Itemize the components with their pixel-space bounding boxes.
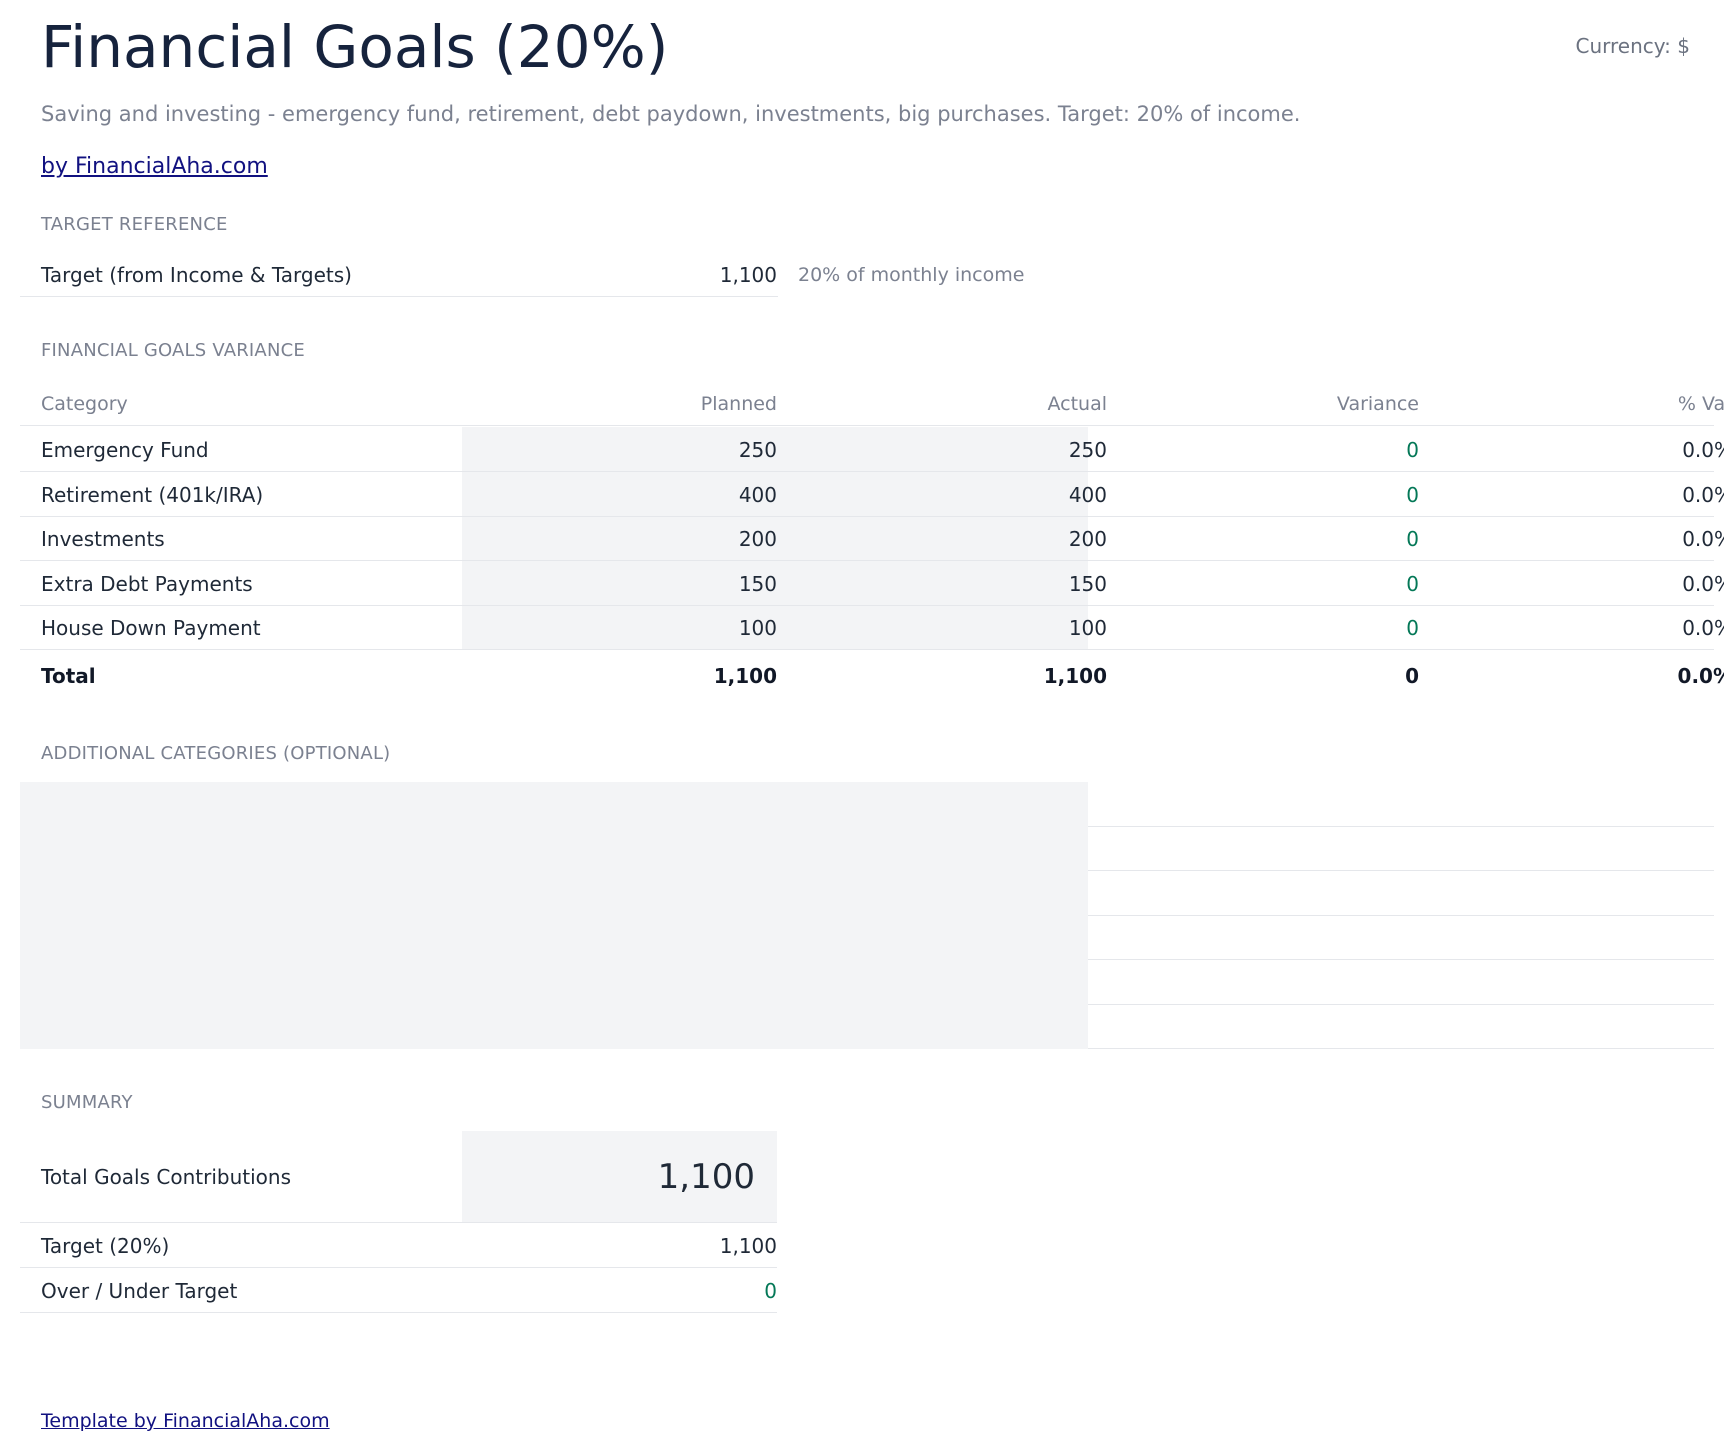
summary-target-label: Target (20%) (41, 1233, 170, 1258)
row-planned[interactable]: 400 (738, 482, 777, 507)
row-pct-var: 0.0% (1682, 526, 1724, 551)
row-pct-var: 0.0% (1682, 482, 1724, 507)
input-area-background (462, 427, 1088, 649)
target-reference-value[interactable]: 1,100 (719, 262, 777, 287)
row-actual[interactable]: 100 (1068, 615, 1107, 640)
row-pct-var: 0.0% (1682, 571, 1724, 596)
row-planned[interactable]: 100 (738, 615, 777, 640)
summary-total-label: Total Goals Contributions (41, 1165, 291, 1189)
additional-row (1088, 871, 1714, 916)
page-title: Financial Goals (20%) (41, 13, 669, 81)
target-reference-note: 20% of monthly income (798, 264, 1025, 286)
row-variance: 0 (1406, 526, 1419, 551)
row-planned[interactable]: 250 (738, 437, 777, 462)
total-row: Total 1,100 1,100 0 0.0% (20, 652, 1724, 700)
row-actual[interactable]: 200 (1068, 526, 1107, 551)
additional-row (1088, 782, 1714, 827)
additional-row (1088, 916, 1714, 960)
currency-label: Currency: $ (1575, 34, 1690, 58)
summary-target-row: Target (20%) 1,100 (20, 1223, 777, 1268)
table-row: Extra Debt Payments 150 150 0 0.0% (20, 561, 1724, 606)
summary-total-value: 1,100 (657, 1157, 755, 1197)
summary-over-under-row: Over / Under Target 0 (20, 1268, 777, 1313)
row-variance: 0 (1406, 437, 1419, 462)
total-pct-var: 0.0% (1677, 664, 1724, 688)
row-category: Retirement (401k/IRA) (41, 482, 264, 507)
total-variance: 0 (1405, 664, 1419, 688)
section-target-reference: TARGET REFERENCE (41, 214, 228, 235)
summary-target-value: 1,100 (719, 1233, 777, 1258)
table-row: Retirement (401k/IRA) 400 400 0 0.0% (20, 472, 1724, 517)
additional-categories-input-area[interactable] (20, 782, 1088, 1049)
row-actual[interactable]: 150 (1068, 571, 1107, 596)
row-category: Extra Debt Payments (41, 571, 253, 596)
row-variance: 0 (1406, 615, 1419, 640)
row-planned[interactable]: 200 (738, 526, 777, 551)
row-planned[interactable]: 150 (738, 571, 777, 596)
total-planned: 1,100 (713, 664, 777, 688)
summary-total-row: Total Goals Contributions 1,100 (20, 1131, 777, 1223)
row-category: Investments (41, 526, 165, 551)
row-actual[interactable]: 250 (1068, 437, 1107, 462)
target-reference-label: Target (from Income & Targets) (41, 262, 352, 287)
section-additional-categories: ADDITIONAL CATEGORIES (OPTIONAL) (41, 743, 391, 764)
total-label: Total (41, 664, 96, 688)
column-header-category: Category (41, 392, 128, 415)
summary-total-background (462, 1131, 777, 1223)
additional-row (1088, 827, 1714, 871)
table-row: Investments 200 200 0 0.0% (20, 516, 1724, 561)
row-variance: 0 (1406, 482, 1419, 507)
column-header-pct-var: % Var (1677, 392, 1724, 415)
row-variance: 0 (1406, 571, 1419, 596)
section-variance: FINANCIAL GOALS VARIANCE (41, 340, 305, 361)
total-actual: 1,100 (1043, 664, 1107, 688)
variance-header-row: Category Planned Actual Variance % Var (20, 381, 1724, 426)
target-reference-row: Target (from Income & Targets) 1,100 (20, 252, 778, 297)
row-category: House Down Payment (41, 615, 261, 640)
table-row: Emergency Fund 250 250 0 0.0% (20, 427, 1724, 472)
column-header-actual: Actual (1047, 392, 1107, 415)
summary-over-under-value: 0 (764, 1278, 777, 1303)
template-credit-link[interactable]: Template by FinancialAha.com (41, 1410, 330, 1432)
summary-over-under-label: Over / Under Target (41, 1278, 238, 1303)
row-pct-var: 0.0% (1682, 615, 1724, 640)
page-subtitle: Saving and investing - emergency fund, r… (41, 102, 1301, 126)
section-summary: SUMMARY (41, 1092, 133, 1113)
financialaha-link[interactable]: by FinancialAha.com (41, 154, 268, 179)
table-row: House Down Payment 100 100 0 0.0% (20, 605, 1724, 650)
row-actual[interactable]: 400 (1068, 482, 1107, 507)
row-category: Emergency Fund (41, 437, 209, 462)
additional-row (1088, 960, 1714, 1005)
additional-row (1088, 1005, 1714, 1049)
column-header-variance: Variance (1336, 392, 1419, 415)
row-pct-var: 0.0% (1682, 437, 1724, 462)
column-header-planned: Planned (700, 392, 777, 415)
